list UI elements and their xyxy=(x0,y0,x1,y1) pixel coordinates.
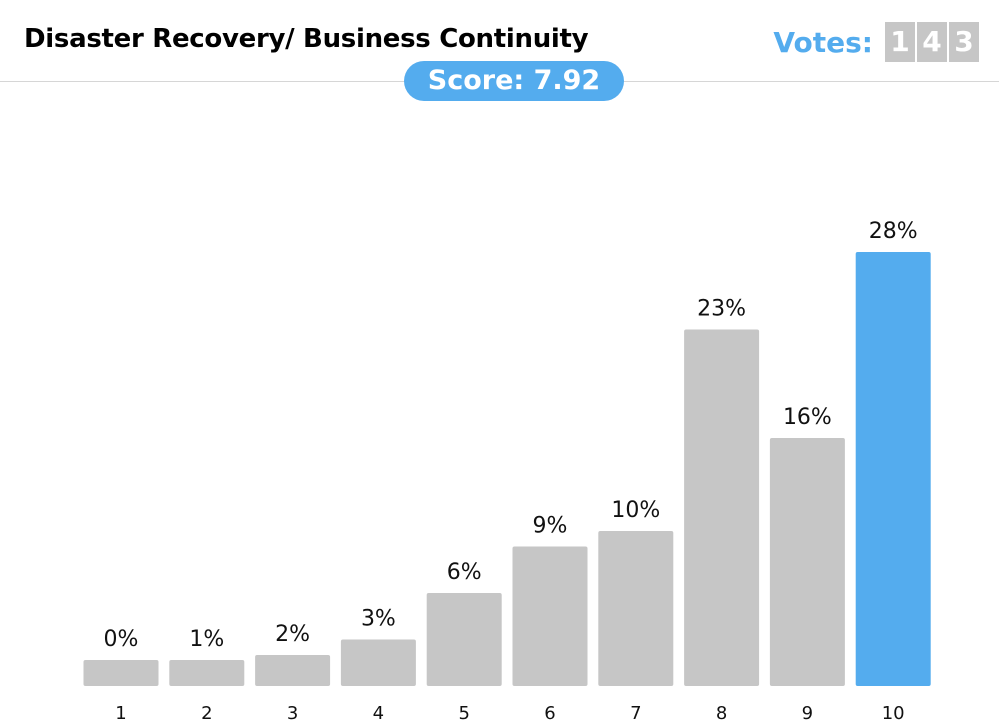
bar-5 xyxy=(426,593,502,686)
bar-8 xyxy=(684,329,760,686)
score-value: 7.92 xyxy=(533,65,601,96)
bar-2 xyxy=(169,660,245,686)
votes-digit: 4 xyxy=(917,22,947,62)
x-tick-label-8: 8 xyxy=(716,703,727,724)
chart-title: Disaster Recovery/ Business Continuity xyxy=(24,24,589,54)
x-tick-label-5: 5 xyxy=(458,703,469,724)
bar-9 xyxy=(769,438,845,686)
value-label-9: 16% xyxy=(783,405,832,430)
x-tick-label-9: 9 xyxy=(802,703,813,724)
value-label-3: 2% xyxy=(275,622,310,647)
votes-label: Votes: xyxy=(773,25,873,59)
x-tick-label-10: 10 xyxy=(882,703,905,724)
score-label: Score: xyxy=(427,65,534,96)
bar-6 xyxy=(512,546,588,686)
bar-10 xyxy=(855,252,931,686)
bar-4 xyxy=(340,639,416,686)
x-tick-label-3: 3 xyxy=(287,703,298,724)
votes-digit: 3 xyxy=(949,22,979,62)
value-label-2: 1% xyxy=(189,627,224,652)
votes-counter: Votes: 1 4 3 xyxy=(773,22,979,62)
score-badge: Score: 7.92 xyxy=(404,61,624,101)
value-label-10: 28% xyxy=(869,219,918,244)
x-tick-label-1: 1 xyxy=(115,703,126,724)
value-label-7: 10% xyxy=(611,498,660,523)
value-label-8: 23% xyxy=(697,297,746,322)
value-label-4: 3% xyxy=(361,607,396,632)
bar-3 xyxy=(255,655,331,686)
votes-digit: 1 xyxy=(885,22,915,62)
x-tick-label-6: 6 xyxy=(544,703,555,724)
bar-7 xyxy=(598,531,674,686)
x-tick-label-7: 7 xyxy=(630,703,641,724)
value-label-6: 9% xyxy=(533,514,568,539)
value-label-1: 0% xyxy=(104,627,139,652)
x-tick-label-4: 4 xyxy=(373,703,384,724)
value-label-5: 6% xyxy=(447,560,482,585)
bar-1 xyxy=(83,660,159,686)
x-tick-label-2: 2 xyxy=(201,703,212,724)
